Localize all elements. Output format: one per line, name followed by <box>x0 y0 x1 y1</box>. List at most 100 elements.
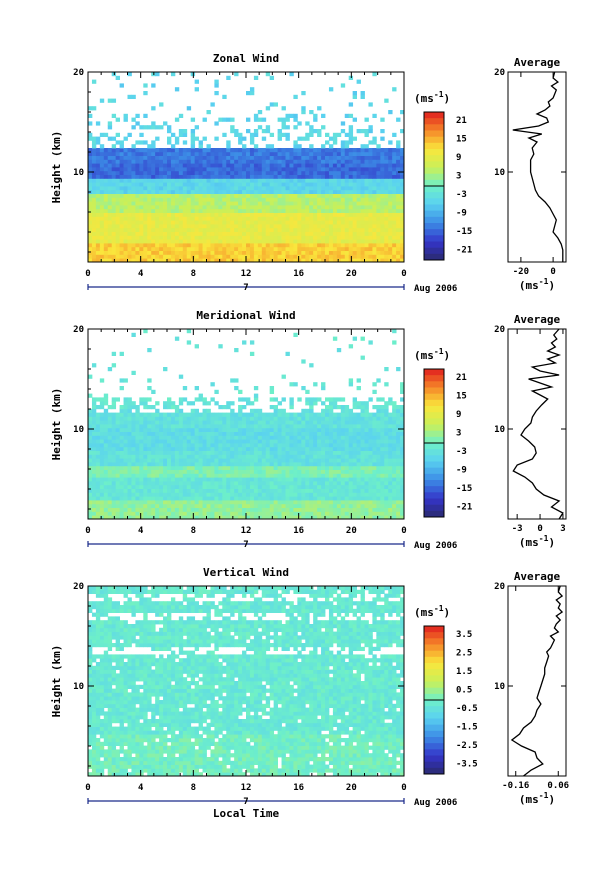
heatmap-cell <box>139 243 144 248</box>
heatmap-cell <box>336 201 342 206</box>
heatmap-cell <box>222 174 227 179</box>
heatmap-cell <box>218 424 223 429</box>
heatmap-cell <box>186 189 192 194</box>
heatmap-cell <box>230 511 235 516</box>
heatmap-cell <box>127 155 132 160</box>
heatmap-cell <box>289 189 294 194</box>
heatmap-cell <box>313 246 318 251</box>
heatmap-cell <box>273 462 278 467</box>
heatmap-cell <box>265 458 271 463</box>
heatmap-cell <box>107 477 113 482</box>
heatmap-cell <box>285 193 290 198</box>
heatmap-cell <box>167 197 172 202</box>
heatmap-cell <box>103 167 109 172</box>
heatmap-cell <box>261 201 267 206</box>
heatmap-cell <box>198 227 203 232</box>
heatmap-cell <box>317 216 322 221</box>
heatmap-cell <box>392 148 397 153</box>
heatmap-cell <box>95 473 101 478</box>
heatmap-cell <box>186 250 192 255</box>
heatmap-cell <box>139 155 144 160</box>
heatmap-cell <box>202 170 207 175</box>
heatmap-cell <box>127 431 132 436</box>
heatmap-cell <box>356 129 361 134</box>
heatmap-cell <box>135 231 140 236</box>
heatmap-cell <box>289 250 294 255</box>
heatmap-cell <box>139 435 144 440</box>
heatmap-cell <box>273 227 278 232</box>
heatmap-cell <box>174 477 180 482</box>
heatmap-cell <box>230 439 235 444</box>
heatmap-cell <box>230 159 235 164</box>
heatmap-cell <box>202 224 207 229</box>
heatmap-cell <box>340 231 346 236</box>
heatmap-cell <box>289 496 294 501</box>
heatmap-cell <box>388 140 393 145</box>
heatmap-cell <box>309 243 314 248</box>
heatmap-cell <box>123 117 128 122</box>
heatmap-cell <box>238 254 243 259</box>
heatmap-cell <box>206 224 211 229</box>
heatmap-cell <box>281 170 286 175</box>
heatmap-cell <box>226 220 231 225</box>
heatmap-cell <box>269 167 275 172</box>
heatmap-cell <box>242 515 247 520</box>
heatmap-cell <box>336 488 342 493</box>
heatmap-cell <box>388 507 393 512</box>
heatmap-cell <box>380 481 385 486</box>
heatmap-cell <box>178 193 184 198</box>
heatmap-cell <box>99 450 105 455</box>
heatmap-cell <box>309 231 314 236</box>
heatmap-cell <box>230 250 235 255</box>
heatmap-cell <box>376 148 381 153</box>
heatmap-cell <box>178 224 184 229</box>
heatmap-cell <box>313 511 318 516</box>
heatmap-cell <box>103 446 109 451</box>
heatmap-cell <box>400 427 405 432</box>
heatmap-cell <box>234 462 239 467</box>
heatmap-cell <box>372 167 377 172</box>
heatmap-cell <box>356 197 361 202</box>
heatmap-cell <box>352 155 357 160</box>
heatmap-cell <box>115 515 120 520</box>
heatmap-cell <box>95 151 101 156</box>
heatmap-cell <box>328 148 334 153</box>
heatmap-cell <box>234 243 239 248</box>
heatmap-cell <box>198 465 203 470</box>
heatmap-cell <box>317 477 322 482</box>
heatmap-cell <box>167 427 172 432</box>
heatmap-cell <box>269 443 275 448</box>
heatmap-cell <box>242 496 247 501</box>
heatmap-cell <box>309 473 314 478</box>
heatmap-cell <box>388 473 393 478</box>
heatmap-cell <box>178 424 184 429</box>
heatmap-cell <box>265 492 271 497</box>
heatmap-cell <box>384 446 389 451</box>
heatmap-cell <box>289 454 294 459</box>
heatmap-cell <box>246 473 251 478</box>
heatmap-cell <box>253 208 259 213</box>
heatmap-cell <box>182 258 188 263</box>
heatmap-cell <box>400 151 405 156</box>
heatmap-cell <box>281 458 286 463</box>
heatmap-cell <box>325 148 330 153</box>
heatmap-cell <box>222 258 227 263</box>
heatmap-cell <box>143 140 148 145</box>
heatmap-cell <box>297 488 302 493</box>
heatmap-cell <box>151 174 156 179</box>
heatmap-cell <box>253 492 259 497</box>
heatmap-cell <box>182 507 188 512</box>
heatmap-cell <box>123 254 128 259</box>
heatmap-cell <box>321 239 326 244</box>
heatmap-cell <box>249 182 255 187</box>
heatmap-cell <box>127 450 132 455</box>
heatmap-cell <box>344 250 350 255</box>
heatmap-cell <box>190 174 196 179</box>
heatmap-cell <box>182 224 188 229</box>
heatmap-cell <box>167 170 172 175</box>
heatmap-cell <box>325 250 330 255</box>
colorbar-label: -15 <box>456 227 472 237</box>
heatmap-cell <box>107 446 113 451</box>
heatmap-cell <box>234 220 239 225</box>
heatmap-cell <box>143 412 148 417</box>
